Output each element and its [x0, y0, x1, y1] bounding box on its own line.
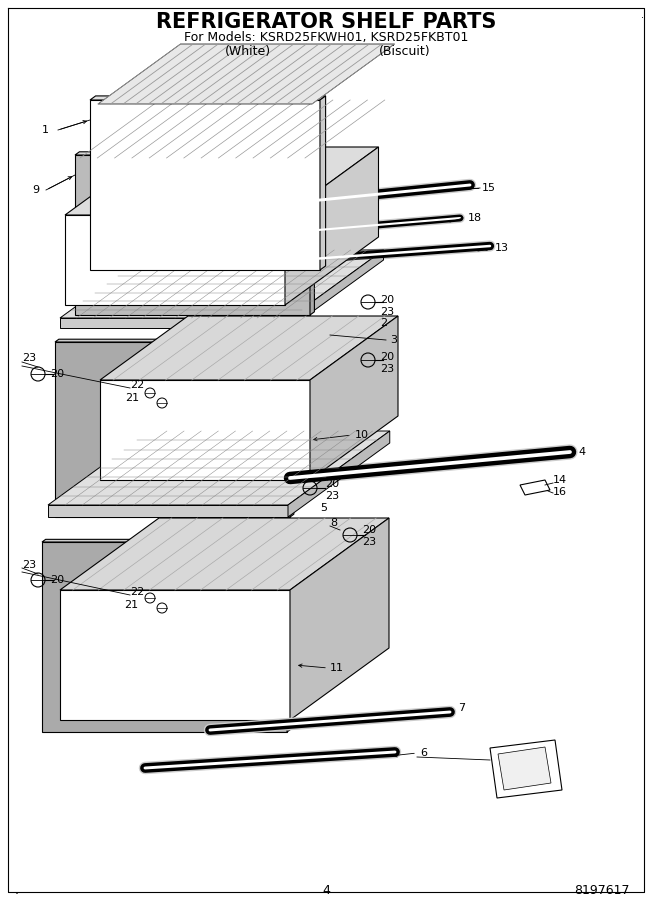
Text: 22: 22	[130, 587, 144, 597]
Text: 4: 4	[578, 447, 585, 457]
Text: 11: 11	[330, 663, 344, 673]
Text: 7: 7	[458, 703, 465, 713]
Text: 14: 14	[553, 475, 567, 485]
Text: 9: 9	[32, 185, 39, 195]
Polygon shape	[285, 147, 379, 305]
Text: 2: 2	[380, 318, 387, 328]
Text: 13: 13	[495, 243, 509, 253]
Text: 20: 20	[50, 575, 64, 585]
Polygon shape	[55, 339, 294, 342]
Polygon shape	[98, 44, 394, 104]
Text: 15: 15	[482, 183, 496, 193]
Polygon shape	[48, 431, 390, 505]
Polygon shape	[100, 316, 398, 380]
Polygon shape	[290, 339, 294, 517]
Text: 10: 10	[355, 430, 369, 440]
Polygon shape	[75, 152, 314, 155]
Polygon shape	[60, 250, 383, 318]
Text: 18: 18	[468, 213, 482, 223]
Text: 23: 23	[380, 307, 394, 317]
Polygon shape	[55, 342, 290, 517]
Text: 5: 5	[320, 503, 327, 513]
Text: 20: 20	[362, 525, 376, 535]
Text: 23: 23	[325, 491, 339, 501]
Polygon shape	[65, 215, 285, 305]
Text: .: .	[15, 884, 19, 896]
Text: 16: 16	[553, 487, 567, 497]
Polygon shape	[90, 96, 325, 100]
Text: (Biscuit): (Biscuit)	[378, 44, 430, 58]
Polygon shape	[288, 431, 390, 517]
Polygon shape	[287, 539, 291, 732]
Text: 3: 3	[390, 335, 397, 345]
Polygon shape	[65, 147, 379, 215]
Text: 1: 1	[42, 125, 49, 135]
Polygon shape	[90, 100, 320, 270]
Text: 20: 20	[380, 352, 394, 362]
Polygon shape	[60, 318, 290, 328]
Text: 20: 20	[50, 369, 64, 379]
Text: 8197617: 8197617	[574, 884, 630, 896]
Text: 4: 4	[322, 884, 330, 896]
Polygon shape	[520, 480, 550, 495]
Polygon shape	[498, 747, 551, 790]
Text: 23: 23	[362, 537, 376, 547]
Polygon shape	[310, 316, 398, 480]
Polygon shape	[290, 518, 389, 720]
Polygon shape	[75, 155, 310, 315]
Polygon shape	[48, 505, 288, 517]
Polygon shape	[42, 542, 287, 732]
Polygon shape	[310, 152, 314, 315]
Polygon shape	[320, 96, 325, 270]
Text: For Models: KSRD25FKWH01, KSRD25FKBT01: For Models: KSRD25FKWH01, KSRD25FKBT01	[184, 32, 468, 44]
Text: 8: 8	[330, 518, 337, 528]
Text: 20: 20	[325, 479, 339, 489]
Text: (White): (White)	[225, 44, 271, 58]
Text: 21: 21	[124, 600, 138, 610]
Text: 20: 20	[380, 295, 394, 305]
Polygon shape	[290, 250, 383, 328]
Text: 21: 21	[125, 393, 139, 403]
Polygon shape	[100, 380, 310, 480]
Text: 23: 23	[380, 364, 394, 374]
Text: 23: 23	[22, 560, 36, 570]
Text: 23: 23	[22, 353, 36, 363]
Text: 6: 6	[420, 748, 427, 758]
Text: .: .	[640, 10, 644, 20]
Polygon shape	[490, 740, 562, 798]
Polygon shape	[60, 518, 389, 590]
Polygon shape	[42, 539, 291, 542]
Text: REFRIGERATOR SHELF PARTS: REFRIGERATOR SHELF PARTS	[156, 12, 496, 32]
Polygon shape	[60, 590, 290, 720]
Text: 22: 22	[130, 380, 144, 390]
